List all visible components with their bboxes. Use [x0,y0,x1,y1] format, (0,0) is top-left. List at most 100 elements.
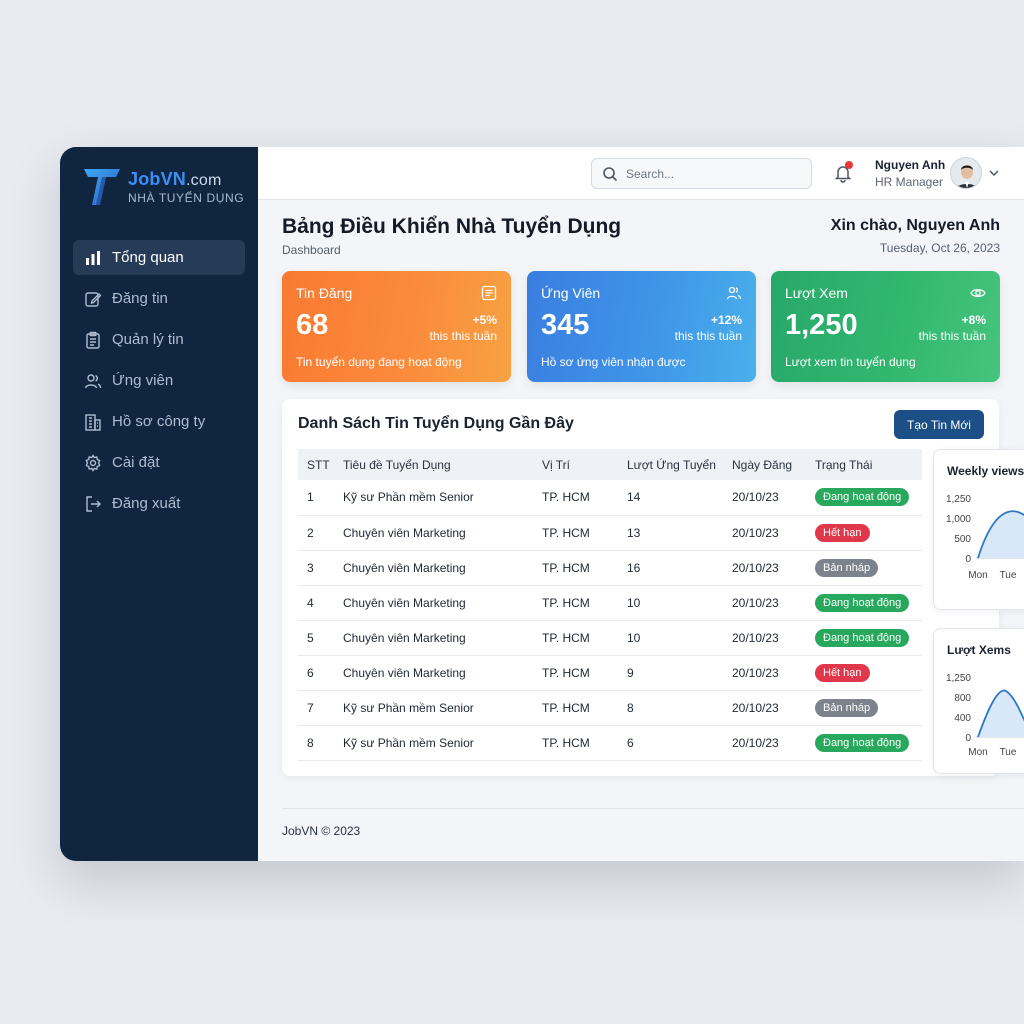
table-header-row: STT Tiêu đề Tuyển Dụng Vị Trí Lượt Ứng T… [298,449,922,480]
cell-index: 5 [298,620,334,656]
search-input[interactable] [626,166,796,181]
sidebar-item-post-job[interactable]: Đăng tin [73,281,245,316]
series-line [977,510,1024,559]
create-job-button[interactable]: Tạo Tin Mới [894,410,984,439]
sidebar-item-label: Tổng quan [112,249,184,266]
cell-applicants: 6 [618,725,723,761]
x-tick-label: Mon [968,747,987,758]
status-badge: Đang hoạt động [815,628,910,647]
brand-name: JobVN.com [128,169,222,189]
cell-index: 2 [298,515,334,551]
series-line [977,689,1024,738]
area-fill [978,511,1024,558]
user-avatar-icon [951,158,981,188]
stat-description: Lượt xem tin tuyển dụng [785,355,916,369]
cell-applicants: 8 [618,690,723,726]
stat-title: Lượt Xem [785,285,848,301]
x-tick-label: Tue [1000,747,1017,758]
table-row[interactable]: 7 Kỹ sư Phần mềm Senior TP. HCM 8 20/10/23 Bả… [298,690,922,726]
cell-status: Đang hoạt động [806,725,922,761]
sidebar-item-candidates[interactable]: Ứng viên [73,363,245,398]
status-badge: Hết hạn [815,523,870,542]
sidebar-item-logout[interactable]: Đăng xuất [73,486,245,521]
cell-post-date: 20/10/23 [723,585,806,621]
cell-index: 8 [298,725,334,761]
table-row[interactable]: 4 Chuyên viên Marketing TP. HCM 10 20/10/23 Đ… [298,585,922,621]
brand-subtitle: NHÀ TUYỂN DỤNG [128,191,245,205]
cell-post-date: 20/10/23 [723,620,806,656]
stat-period: this this tuần [674,329,742,343]
stat-card-candidates[interactable]: Ứng Viên 345 +12% this this tuần Hồ sơ ứ… [527,271,756,382]
cell-status: Hết hạn [806,515,922,551]
weekly-views-card[interactable]: Weekly views 1,250 1,000 500 0 Mon Tue [933,449,1024,610]
chevron-down-icon[interactable] [988,167,1000,179]
table-row[interactable]: 3 Chuyên viên Marketing TP. HCM 16 20/10/23 B… [298,550,922,586]
cell-index: 4 [298,585,334,621]
bar-chart-icon [86,250,100,265]
stat-card-posts[interactable]: Tin Đăng 68 +5% this this tuần Tin tuyển… [282,271,511,382]
dashboard-window: JobVN.com NHÀ TUYỂN DỤNG Tổng quan Đăng … [60,147,1024,861]
cell-applicants: 16 [618,550,723,586]
cell-job-title: Chuyên viên Marketing [334,515,533,551]
status-badge: Bản nháp [815,558,879,577]
table-row[interactable]: 5 Chuyên viên Marketing TP. HCM 10 20/10/23 Đ… [298,620,922,656]
sidebar-item-manage-jobs[interactable]: Quản lý tin [73,322,245,357]
stat-change: +5% [472,313,497,327]
sidebar-nav: Tổng quan Đăng tin Quản lý tin Ứng viên … [73,240,245,527]
cell-location: TP. HCM [533,690,618,726]
recent-jobs-panel: Danh Sách Tin Tuyển Dụng Gần Đây Tạo Tin… [282,399,999,776]
user-name[interactable]: Nguyen Anh [875,158,946,172]
cell-status: Bản nháp [806,690,922,726]
sidebar-item-overview[interactable]: Tổng quan [73,240,245,275]
cell-location: TP. HCM [533,480,618,516]
footer-divider [282,808,1024,809]
cell-post-date: 20/10/23 [723,550,806,586]
sidebar-item-company-profile[interactable]: Hồ sơ công ty [73,404,245,439]
brand-logo[interactable]: JobVN.com NHÀ TUYỂN DỤNG [82,165,252,209]
views-card[interactable]: Lượt Xems 1,250 800 400 0 Mon Tue [933,628,1024,774]
y-tick-label: 0 [965,554,971,565]
mini-chart-title: Lượt Xems [947,643,1011,657]
search-box[interactable] [591,158,812,189]
cell-job-title: Chuyên viên Marketing [334,550,533,586]
column-header[interactable]: Ngày Đăng [723,449,806,480]
sidebar: JobVN.com NHÀ TUYỂN DỤNG Tổng quan Đăng … [60,147,258,861]
column-header[interactable]: Trạng Thái [806,449,922,480]
cell-index: 7 [298,690,334,726]
avatar[interactable] [950,157,982,189]
current-date: Tuesday, Oct 26, 2023 [879,241,1000,255]
sidebar-item-label: Hồ sơ công ty [112,413,206,430]
page-subtitle: Dashboard [282,243,341,257]
table-row[interactable]: 1 Kỹ sư Phần mềm Senior TP. HCM 14 20/10/23 Đ… [298,480,922,516]
cell-status: Đang hoạt động [806,480,922,516]
status-badge: Đang hoạt động [815,488,910,507]
table-row[interactable]: 2 Chuyên viên Marketing TP. HCM 13 20/10/23 H… [298,515,922,551]
stat-value: 68 [296,309,329,341]
search-icon [603,166,618,181]
x-tick-label: Tue [1000,570,1017,581]
x-tick-label: Mon [968,570,987,581]
sidebar-item-settings[interactable]: Cài đặt [73,445,245,480]
views-chart: 1,250 800 400 0 Mon Tue [946,673,1024,758]
status-badge: Bản nháp [815,698,879,717]
user-role: HR Manager [875,175,944,189]
stat-change: +12% [710,313,742,327]
stat-card-views[interactable]: Lượt Xem 1,250 +8% this this tuần Lượt x… [771,271,1000,382]
y-tick-label: 1,000 [946,514,971,525]
column-header[interactable]: Tiêu đề Tuyển Dụng [334,449,533,480]
table-row[interactable]: 8 Kỹ sư Phần mềm Senior TP. HCM 6 20/10/23 Đa… [298,725,922,761]
column-header[interactable]: Lượt Ứng Tuyển [618,449,723,480]
sidebar-item-label: Ứng viên [112,372,174,389]
cell-index: 1 [298,480,334,516]
cell-status: Hết hạn [806,655,922,691]
cell-job-title: Chuyên viên Marketing [334,655,533,691]
stat-value: 1,250 [785,309,858,341]
sidebar-item-label: Đăng xuất [112,495,181,512]
sidebar-item-label: Quản lý tin [112,331,184,348]
column-header[interactable]: Vị Trí [533,449,618,480]
logout-icon [86,495,101,512]
cell-job-title: Chuyên viên Marketing [334,585,533,621]
logo-mark-icon [84,169,120,205]
column-header[interactable]: STT [298,449,334,480]
table-row[interactable]: 6 Chuyên viên Marketing TP. HCM 9 20/10/23 Hế… [298,655,922,691]
